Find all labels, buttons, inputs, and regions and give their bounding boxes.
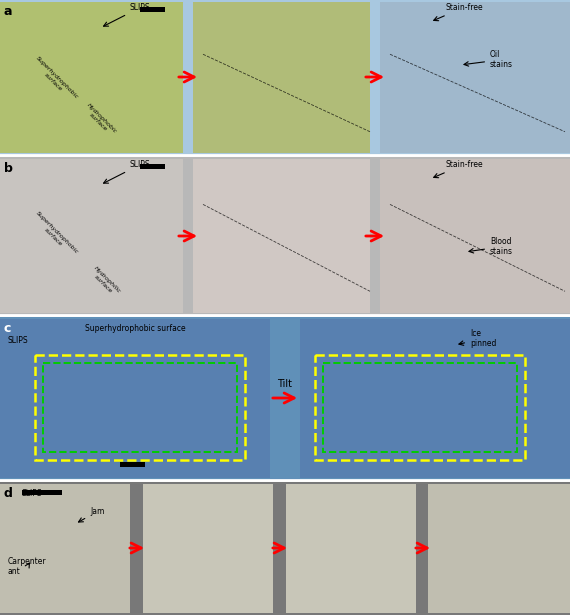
Bar	[35, 355, 245, 460]
Text: Hydrophilic
surface: Hydrophilic surface	[88, 266, 121, 298]
Text: a: a	[4, 5, 13, 18]
Bar	[193, 159, 370, 313]
Text: Ice
pinned: Ice pinned	[459, 329, 496, 349]
Text: b: b	[4, 162, 13, 175]
Text: Superhydrophobic surface: Superhydrophobic surface	[85, 324, 186, 333]
Text: Blood
stains: Blood stains	[469, 237, 513, 256]
Bar	[300, 319, 570, 478]
Bar	[43, 363, 237, 452]
Bar	[380, 2, 570, 153]
Bar	[428, 484, 570, 613]
Bar	[380, 159, 570, 313]
Bar	[0, 317, 570, 480]
Bar	[120, 462, 145, 467]
Text: c: c	[4, 322, 11, 335]
Bar	[140, 164, 165, 169]
Text: Superhydrophobic
surface: Superhydrophobic surface	[31, 56, 79, 104]
Text: Oil
stains: Oil stains	[464, 50, 513, 69]
Text: Hydrophobic
surface: Hydrophobic surface	[82, 102, 118, 138]
Bar	[22, 490, 62, 495]
Text: SLIPS: SLIPS	[104, 160, 150, 183]
Bar	[0, 0, 570, 155]
Text: SLIPS: SLIPS	[22, 489, 43, 498]
Bar	[286, 484, 416, 613]
Text: d: d	[4, 487, 13, 500]
Bar	[323, 363, 517, 452]
Bar	[193, 2, 370, 153]
Bar	[0, 484, 130, 613]
Bar	[143, 484, 273, 613]
Bar	[0, 482, 570, 615]
Text: SLIPS: SLIPS	[104, 3, 150, 26]
Bar	[315, 355, 525, 460]
Text: Jam: Jam	[79, 507, 104, 522]
Bar	[0, 2, 183, 153]
Text: Tilt: Tilt	[278, 379, 292, 389]
Bar	[140, 7, 165, 12]
Text: Carpenter
ant: Carpenter ant	[8, 557, 47, 576]
Text: Stain-free: Stain-free	[434, 3, 483, 21]
Text: Superhydrophobic
surface: Superhydrophobic surface	[31, 211, 79, 260]
Text: Stain-free: Stain-free	[434, 160, 483, 178]
Bar	[0, 159, 183, 313]
Bar	[0, 319, 270, 478]
Text: SLIPS: SLIPS	[8, 336, 29, 345]
Bar	[0, 157, 570, 315]
